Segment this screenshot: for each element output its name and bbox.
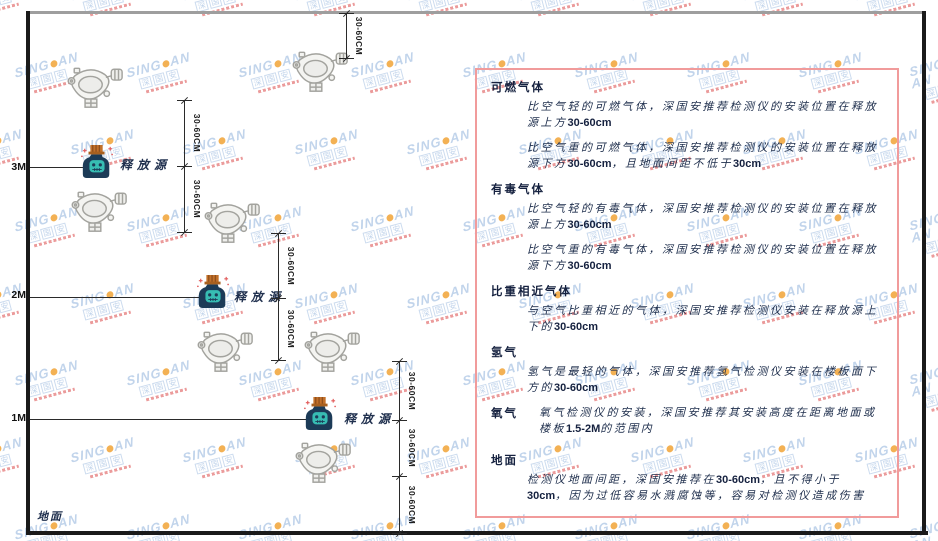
panel-paragraph: 检测仪地面间距，深国安推荐在30-60cm，且不得小于30cm，因为过低容易水溅… [527, 474, 866, 502]
panel-section-body: 氢气是最轻的气体，深国安推荐氢气检测仪安装在楼板面下方的30-60cm [527, 364, 879, 396]
info-panel: 可燃气体比空气轻的可燃气体，深国安推荐检测仪的安装位置在释放源上方30-60cm… [475, 68, 899, 518]
dimension-line [399, 361, 400, 533]
height-reference-line [30, 297, 202, 298]
right-wall-line [922, 11, 926, 533]
release-source-icon [196, 274, 230, 310]
panel-section-body: 比空气轻的有毒气体，深国安推荐检测仪的安装位置在释放源上方30-60cm 比空气重… [527, 201, 879, 274]
height-label: 2M [11, 289, 26, 301]
dimension-label: 30-60CM [286, 309, 296, 349]
ground-label: 地面 [37, 511, 63, 523]
dimension-label: 30-60CM [407, 485, 417, 524]
height-reference-line [30, 419, 308, 420]
panel-paragraph: 比空气轻的有毒气体，深国安推荐检测仪的安装位置在释放源上方30-60cm [527, 203, 878, 231]
ceiling-line [28, 11, 926, 14]
panel-section: 可燃气体比空气轻的可燃气体，深国安推荐检测仪的安装位置在释放源上方30-60cm… [491, 79, 883, 172]
panel-paragraph: 比空气重的可燃气体，深国安推荐检测仪的安装位置在释放源下方30-60cm，且地面… [527, 142, 878, 170]
dimension-label: 30-60CM [407, 428, 417, 468]
panel-section-body: 与空气比重相近的气体，深国安推荐检测仪安装在释放源上下的30-60cm [527, 303, 879, 335]
gas-detector-icon [70, 186, 128, 233]
panel-paragraph: 氢气是最轻的气体，深国安推荐氢气检测仪安装在楼板面下方的30-60cm [527, 366, 878, 394]
gas-detector-icon [291, 46, 349, 93]
panel-section-title: 可燃气体 [491, 82, 545, 94]
panel-section-body: 氧气检测仪的安装，深国安推荐其安装高度在距离地面或楼板1.5-2M的范围内 [539, 405, 883, 446]
gas-detector-icon [196, 326, 254, 373]
panel-section-title: 氧气 [491, 408, 518, 420]
gas-detector-icon [203, 197, 261, 244]
gas-detector-icon [294, 437, 352, 484]
dimension-label: 30-60CM [407, 371, 417, 410]
panel-section-body: 检测仪地面间距，深国安推荐在30-60cm，且不得小于30cm，因为过低容易水溅… [527, 472, 879, 504]
panel-section-body: 比空气轻的可燃气体，深国安推荐检测仪的安装位置在释放源上方30-60cm 比空气重… [527, 99, 879, 172]
release-source-label: 释放源 [120, 158, 172, 172]
panel-paragraph: 与空气比重相近的气体，深国安推荐检测仪安装在释放源上下的30-60cm [527, 305, 878, 333]
panel-section-title: 比重相近气体 [491, 286, 572, 298]
dimension-label: 30-60CM [286, 246, 296, 285]
panel-paragraph: 比空气重的有毒气体，深国安推荐检测仪的安装位置在释放源下方30-60cm [527, 244, 878, 272]
dimension-label: 30-60CM [192, 113, 202, 153]
panel-section: 氢气 氢气是最轻的气体，深国安推荐氢气检测仪安装在楼板面下方的30-60cm [491, 344, 883, 396]
panel-paragraph: 氧气检测仪的安装，深国安推荐其安装高度在距离地面或楼板1.5-2M的范围内 [539, 407, 877, 435]
release-source-icon [80, 144, 114, 180]
release-source-label: 释放源 [344, 412, 396, 426]
release-source-icon [303, 396, 337, 432]
release-source-label: 释放源 [234, 290, 286, 304]
height-label: 3M [11, 161, 26, 173]
panel-section-title: 地面 [491, 455, 518, 467]
height-reference-line [30, 167, 84, 168]
panel-section: 地面 检测仪地面间距，深国安推荐在30-60cm，且不得小于30cm，因为过低容易… [491, 452, 883, 504]
dimension-line [346, 13, 347, 58]
height-label: 1M [11, 412, 26, 424]
gas-detector-icon [66, 62, 124, 109]
dimension-label: 30-60CM [192, 179, 202, 219]
panel-section-title: 有毒气体 [491, 184, 545, 196]
gas-detector-icon [303, 326, 361, 373]
panel-section: 比重相近气体与空气比重相近的气体，深国安推荐检测仪安装在释放源上下的30-60c… [491, 283, 883, 335]
panel-section: 氧气 氧气检测仪的安装，深国安推荐其安装高度在距离地面或楼板1.5-2M的范围内 [491, 405, 883, 446]
ground-line [26, 531, 928, 535]
left-wall-line [26, 11, 30, 533]
dimension-label: 30-60CM [354, 16, 364, 55]
panel-section: 有毒气体比空气轻的有毒气体，深国安推荐检测仪的安装位置在释放源上方30-60cm… [491, 181, 883, 274]
panel-paragraph: 比空气轻的可燃气体，深国安推荐检测仪的安装位置在释放源上方30-60cm [527, 101, 878, 129]
panel-section-title: 氢气 [491, 347, 518, 359]
